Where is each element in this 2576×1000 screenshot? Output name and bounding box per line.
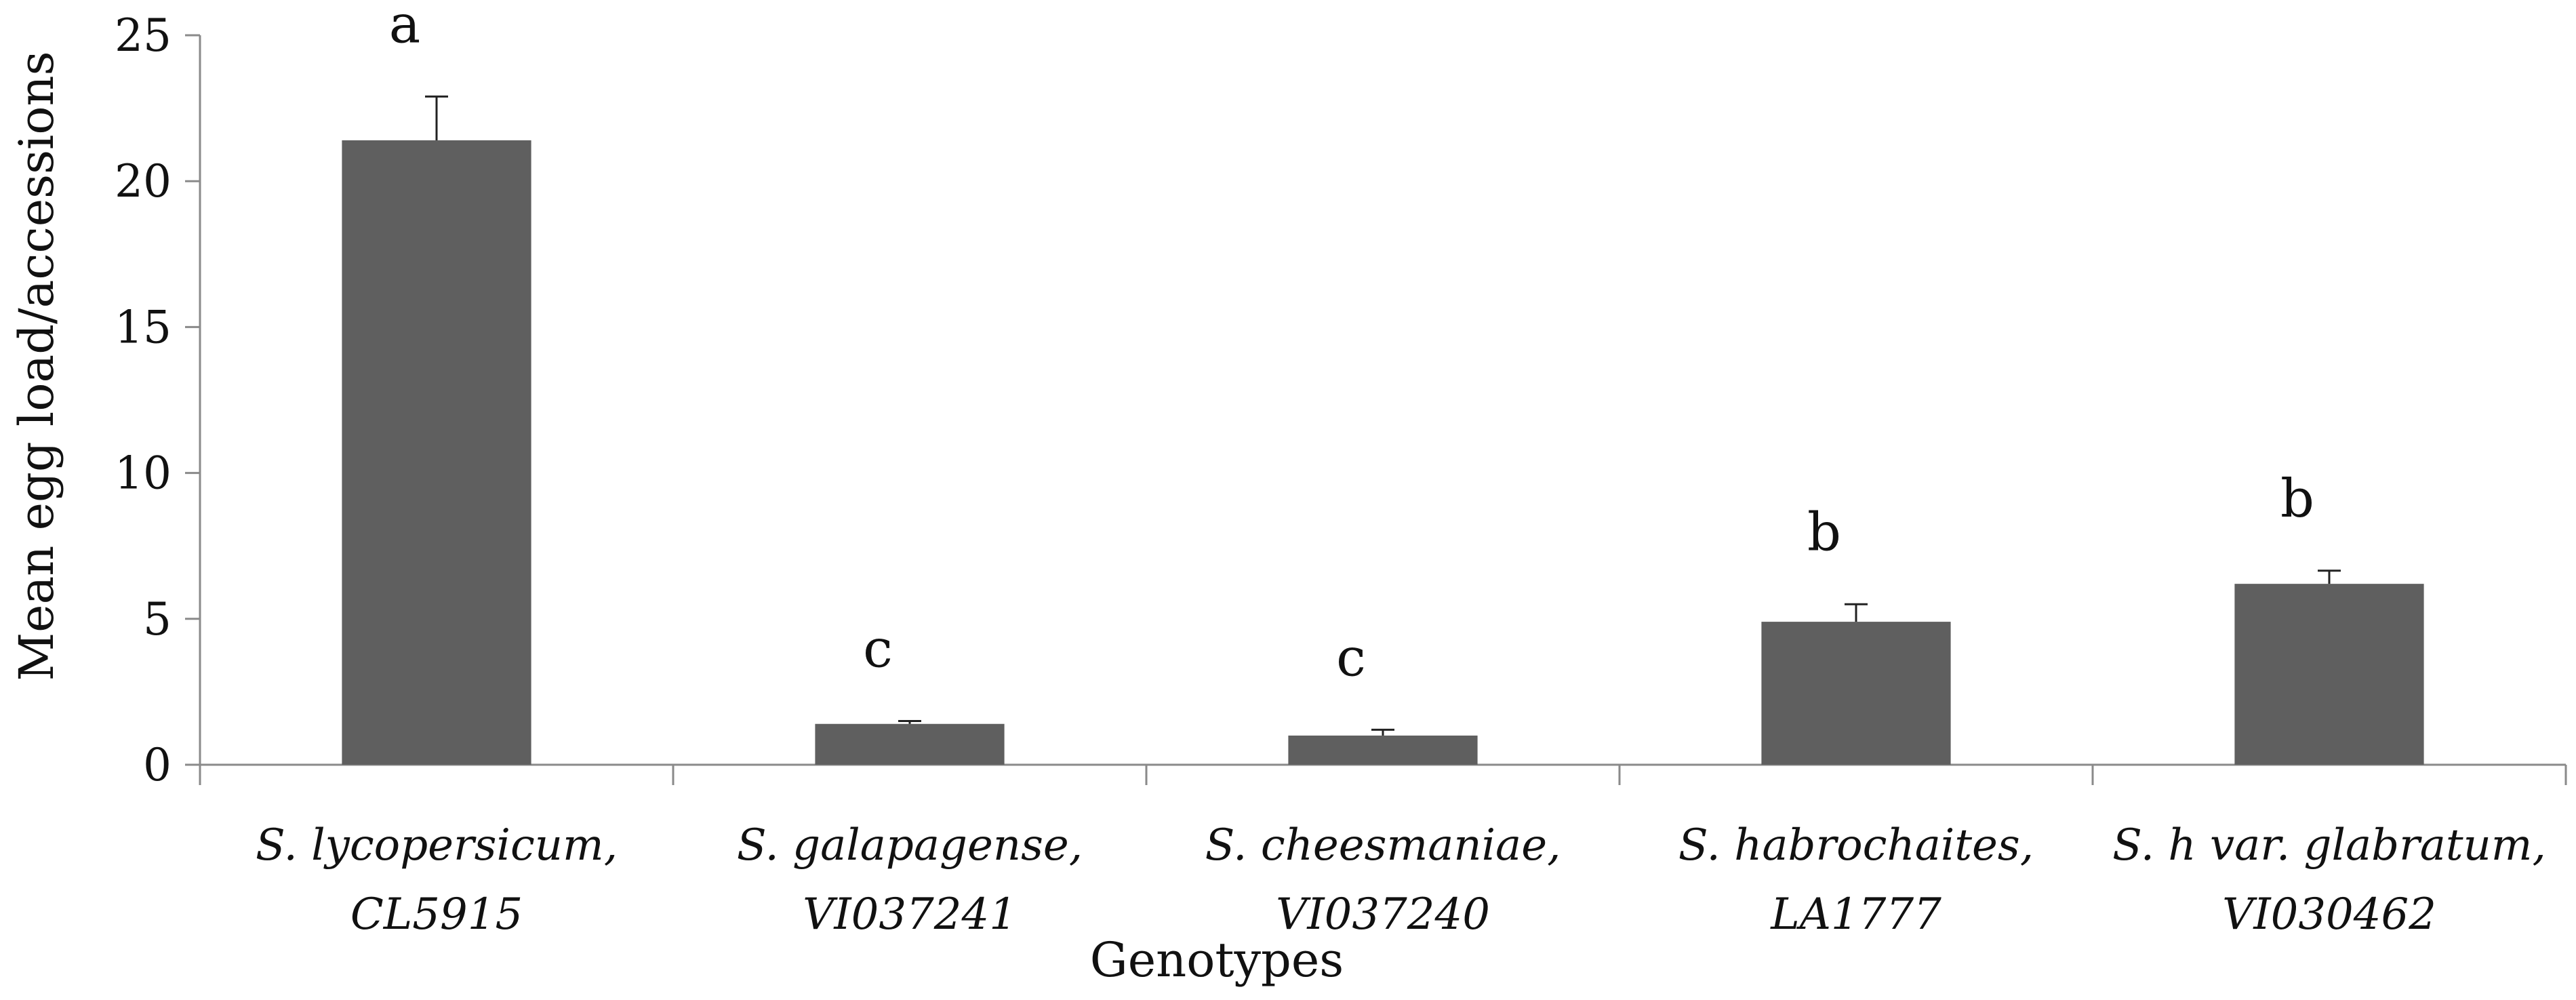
y-tick-label: 15 [115,301,172,353]
y-tick-label: 5 [143,593,172,645]
bar [1288,735,1478,765]
y-tick-label: 20 [115,155,172,207]
bar [342,140,531,765]
category-labels: S. lycopersicum, CL5915 S. galapagense, VI0… [256,820,2546,940]
category-label-line1: S. habrochaites, [1678,820,2034,871]
category-label-line2: CL5915 [350,889,523,940]
y-axis: 0 5 10 15 20 25 [115,9,201,791]
significance-label: b [1807,502,1841,563]
bar [815,723,1005,765]
y-tick-label: 10 [115,447,172,500]
category-label-line1: S. cheesmaniae, [1205,820,1561,871]
bar [1761,622,1951,765]
y-axis-title: Mean egg load/accessions [9,51,64,681]
significance-label: c [1336,627,1366,688]
category-label-line1: S. galapagense, [737,820,1083,871]
significance-label: c [863,618,893,679]
error-bars [425,95,2341,736]
category-label-line2: VI037240 [1276,889,1490,940]
significance-label: a [389,0,421,55]
category-label-line2: VI037241 [803,889,1017,940]
y-tick-label: 25 [115,9,172,62]
category-label-line1: S. h var. glabratum, [2112,820,2546,871]
significance-label: b [2280,468,2314,529]
category-label-line2: VI030462 [2222,889,2436,940]
bar [2234,584,2424,765]
x-axis-title: Genotypes [1090,932,1344,988]
significance-labels: a c c b b [389,0,2314,688]
category-label-line1: S. lycopersicum, [256,820,618,871]
category-label-line2: LA1777 [1770,889,1941,940]
bars [342,140,2424,765]
x-axis [199,763,2567,785]
y-tick-label: 0 [143,739,172,791]
